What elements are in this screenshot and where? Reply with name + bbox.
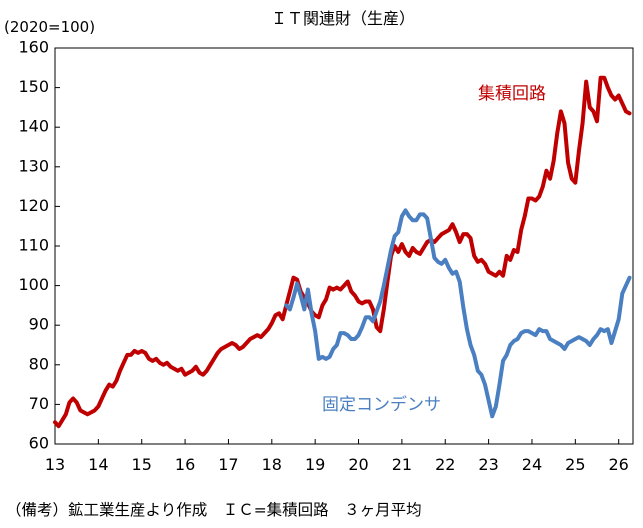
series-label-集積回路: 集積回路 xyxy=(478,84,546,104)
x-tick-label: 14 xyxy=(88,455,108,474)
y-tick-label: 70 xyxy=(29,394,49,413)
series-line-集積回路 xyxy=(53,75,632,429)
y-tick-label: 140 xyxy=(18,117,49,136)
x-axis: 13 14 15 16 17 18 19 20 21 22 23 24 25 26 xyxy=(45,439,629,474)
x-tick-label: 23 xyxy=(478,455,498,474)
x-tick-label: 13 xyxy=(45,455,65,474)
y-tick-label: 120 xyxy=(18,196,49,215)
x-tick-label: 17 xyxy=(218,455,238,474)
y-tick-label: 100 xyxy=(18,275,49,294)
x-tick-label: 19 xyxy=(305,455,325,474)
x-tick-label: 21 xyxy=(392,455,412,474)
chart-title: ＩＴ関連財（生産） xyxy=(271,9,415,28)
x-tick-label: 26 xyxy=(609,455,629,474)
series-line-固定コンデンサ xyxy=(284,208,632,419)
x-tick-label: 20 xyxy=(348,455,368,474)
y-tick-label: 150 xyxy=(18,77,49,96)
series-layer xyxy=(53,75,632,429)
x-tick-label: 18 xyxy=(262,455,282,474)
x-tick-label: 24 xyxy=(522,455,542,474)
x-tick-label: 16 xyxy=(175,455,195,474)
x-tick-label: 25 xyxy=(565,455,585,474)
y-tick-label: 80 xyxy=(29,354,49,373)
series-label-固定コンデンサ: 固定コンデンサ xyxy=(322,394,441,415)
y-tick-label: 160 xyxy=(18,38,49,57)
y-unit-label: (2020=100) xyxy=(4,18,95,36)
y-tick-label: 60 xyxy=(29,434,49,453)
y-tick-label: 130 xyxy=(18,156,49,175)
plot-area-frame xyxy=(54,47,634,445)
x-tick-label: 15 xyxy=(132,455,152,474)
y-tick-label: 110 xyxy=(18,236,49,255)
x-tick-label: 22 xyxy=(435,455,455,474)
footnote: （備考）鉱工業生産より作成 ＩＣ=集積回路 ３ヶ月平均 xyxy=(6,501,422,519)
y-axis: 60 70 80 90 100 110 120 130 140 150 160 xyxy=(18,38,60,453)
y-tick-label: 90 xyxy=(29,315,49,334)
